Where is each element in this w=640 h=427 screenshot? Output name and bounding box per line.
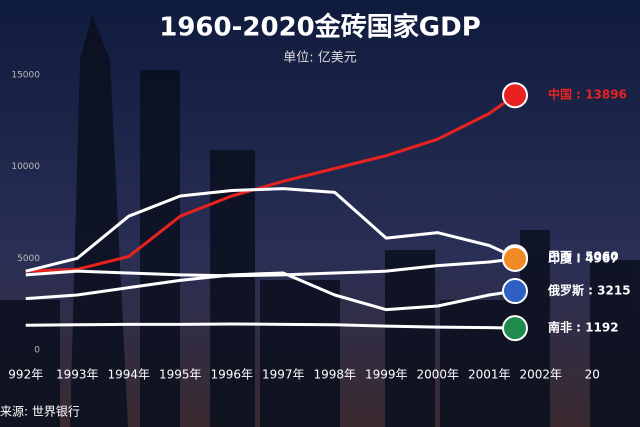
y-tick-label: 10000 bbox=[11, 162, 40, 172]
chart-title: 1960-2020金砖国家GDP bbox=[159, 12, 481, 43]
y-tick-label: 5000 bbox=[17, 254, 40, 264]
x-tick-label: 1994年 bbox=[107, 368, 150, 382]
x-tick-label: 2001年 bbox=[468, 368, 511, 382]
y-tick-label: 0 bbox=[34, 346, 40, 356]
series-line bbox=[25, 94, 516, 273]
skyline bbox=[0, 15, 640, 427]
x-tick-label: 20 bbox=[585, 368, 600, 382]
x-tick-label: 1996年 bbox=[210, 368, 253, 382]
end-marker bbox=[502, 82, 528, 109]
series-line bbox=[25, 322, 516, 330]
value-label: 俄罗斯 : 3215 bbox=[547, 283, 631, 298]
series-line bbox=[25, 187, 516, 273]
end-marker bbox=[502, 245, 528, 272]
chart-subtitle: 单位: 亿美元 bbox=[283, 51, 357, 66]
x-tick-label: 1995年 bbox=[159, 368, 202, 382]
value-label: 南非 : 1192 bbox=[548, 320, 619, 335]
y-tick-label: 15000 bbox=[11, 71, 40, 81]
x-tick-label: 1997年 bbox=[262, 368, 305, 382]
end-marker bbox=[502, 315, 528, 342]
value-label: 中国 : 13896 bbox=[548, 87, 627, 102]
x-tick-label: 2000年 bbox=[416, 368, 459, 382]
series-line bbox=[25, 257, 516, 278]
x-tick-label: 1993年 bbox=[56, 368, 99, 382]
value-label: 巴西 : 5060 bbox=[548, 250, 619, 264]
x-tick-label: 1998年 bbox=[313, 368, 356, 382]
x-tick-label: 992年 bbox=[8, 368, 43, 382]
value-label: 印度 : 4967 bbox=[548, 250, 619, 265]
end-marker bbox=[502, 278, 528, 305]
x-tick-label: 1999年 bbox=[365, 368, 408, 382]
series-line bbox=[25, 271, 516, 312]
source: 来源: 世界银行 bbox=[0, 405, 80, 419]
x-tick-label: 2002年 bbox=[519, 368, 562, 382]
